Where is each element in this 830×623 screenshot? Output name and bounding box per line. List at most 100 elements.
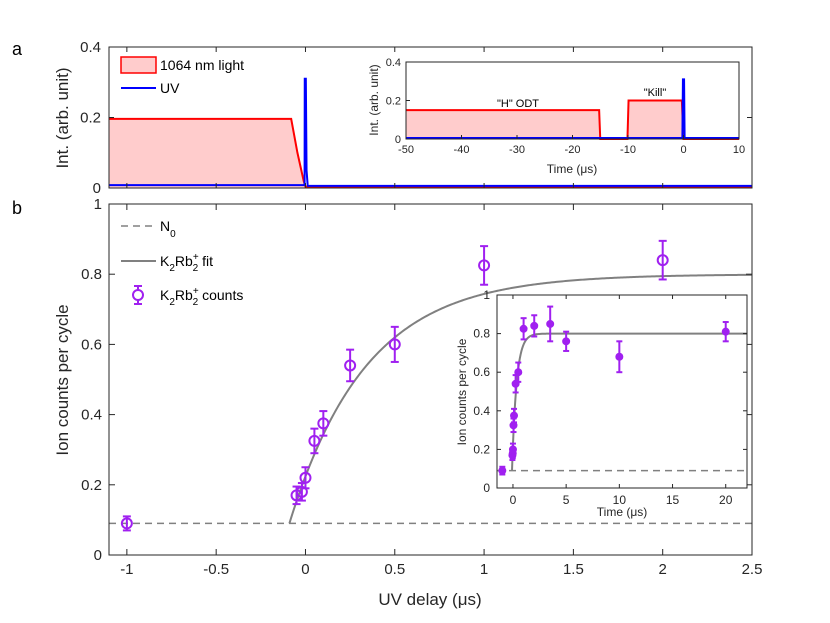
main-data-point [656,239,669,281]
main-ytick-label: 0 [94,547,102,564]
panel-a-yticks: 0 0.2 0.4 [80,39,753,197]
inset-xtick-label: 0 [680,144,686,156]
panel-a-inset-xlabel: Time (μs) [547,162,597,176]
main-marker [344,359,357,372]
panel-b-ticks: -1 -0.5 0 0.5 1 1.5 2 2.5 0 0.2 0.4 0.6 0.8 1 [81,196,762,578]
main-ytick-label: 1 [94,196,102,213]
inset-marker [508,445,517,454]
main-xtick-label: -1 [120,561,133,578]
main-xtick-label: 2.5 [742,561,763,578]
inset-xtick-label: -20 [565,144,581,156]
legend-label-counts: K2Rb+ 2 counts [160,286,243,308]
main-data-point [317,410,330,437]
inset-data-point [514,361,523,383]
annotation-h-odt: "H" ODT [497,98,539,110]
inset-data-point [615,340,624,374]
inset-xtick-label: 15 [666,493,680,507]
panel-a-inset-ticks: -50 -40 -30 -20 -10 0 10 0 0.2 0.4 [386,57,745,156]
panel-label-b: b [12,198,22,218]
main-data-point [120,515,133,532]
main-data-point [388,325,401,363]
main-data-point [299,466,312,490]
panel-b-ylabel: Ion counts per cycle [53,304,72,455]
panel-b-legend: N0 K2Rb+ 2 fit K2Rb+ 2 counts [121,218,243,308]
inset-xtick-label: 5 [563,493,570,507]
inset-xtick-label: 10 [733,144,745,156]
inset-ytick-label: 0.4 [473,404,490,418]
main-data-point [295,482,308,502]
panel-a-inset-plot [406,78,739,140]
inset-data-point [519,317,528,341]
panel-a-inset: -50 -40 -30 -20 -10 0 10 0 0.2 0.4 "H" ODT "Kill"… [367,57,745,176]
inset-marker [546,319,555,328]
main-xtick-label: 2 [659,561,667,578]
main-data-point [478,245,491,286]
main-data-point [308,427,321,455]
panel-b-inset-plot [497,305,747,476]
inset-xtick-label: -10 [620,144,636,156]
ytick-label: 0 [93,180,101,197]
inset-data-point [508,442,517,457]
inset-xtick-label: 0 [510,493,517,507]
ytick-label: 0.2 [80,110,101,127]
inset-xtick-label: 20 [719,493,733,507]
main-marker [308,434,321,447]
main-marker [478,259,491,272]
panel-label-a: a [12,39,23,59]
inset-ytick-label: 0 [395,134,401,146]
legend-label-fit: K2Rb+ 2 fit [160,252,213,274]
panel-b-inset-ylabel: Ion counts per cycle [455,338,469,445]
panel-b-xlabel: UV delay (μs) [378,590,481,609]
panel-a-legend: 1064 nm light UV [120,56,244,96]
inset-data-point [721,321,730,343]
inset-ytick-label: 0.6 [473,365,490,379]
inset-marker [510,411,519,420]
inset-marker [615,352,624,361]
series-uv-line [109,77,752,187]
main-ytick-label: 0.6 [81,336,102,353]
inset-xtick-label: -50 [398,144,414,156]
panel-b-inset-xlabel: Time (μs) [597,505,647,519]
panel-a-ylabel: Int. (arb. unit) [53,67,72,168]
main-xtick-label: -0.5 [203,561,229,578]
series-1064-fill [109,118,752,188]
panel-a-axes: 0 0.2 0.4 Int. (arb. unit) 1064 nm light U… [53,39,753,197]
main-marker [656,254,669,267]
inset-marker [562,337,571,346]
inset-marker [514,368,523,377]
legend-label-uv: UV [160,80,180,96]
panel-a-inset-ylabel: Int. (arb. unit) [367,64,381,135]
inset-ytick-label: 0.2 [473,442,490,456]
ytick-label: 0.4 [80,39,101,56]
annotation-kill: "Kill" [644,87,667,99]
panel-b-inset: 0 5 10 15 20 0 0.2 0.4 0.6 0.8 1 Time (μs) Ion cou… [455,288,748,519]
inset-xtick-label: -30 [509,144,525,156]
inset-marker [519,324,528,333]
main-xtick-label: 1.5 [563,561,584,578]
legend-label-1064: 1064 nm light [160,57,244,73]
main-ytick-label: 0.4 [81,407,102,424]
main-data-point [344,348,357,383]
main-marker [317,417,330,430]
main-fit-curve [288,273,753,524]
inset-xtick-label: 10 [613,493,627,507]
panel-b-inset-ticks: 0 5 10 15 20 0 0.2 0.4 0.6 0.8 1 [473,288,747,507]
inset-marker [498,466,507,475]
main-marker [120,517,133,530]
legend-marker-counts [132,285,144,305]
main-marker [295,485,308,498]
panel-a-plot [109,77,752,188]
inset-data-point [510,407,519,424]
panel-b-plot [109,239,753,532]
inset-marker [721,327,730,336]
inset-data-point [498,465,507,476]
inset-ytick-label: 0.8 [473,327,490,341]
inset-marker [530,321,539,330]
inset-ytick-label: 0.4 [386,57,401,69]
main-ytick-label: 0.8 [81,266,102,283]
main-xtick-label: 1 [480,561,488,578]
main-marker [299,471,312,484]
inset-ytick-label: 0 [483,481,490,495]
inset-data-point [530,314,539,338]
